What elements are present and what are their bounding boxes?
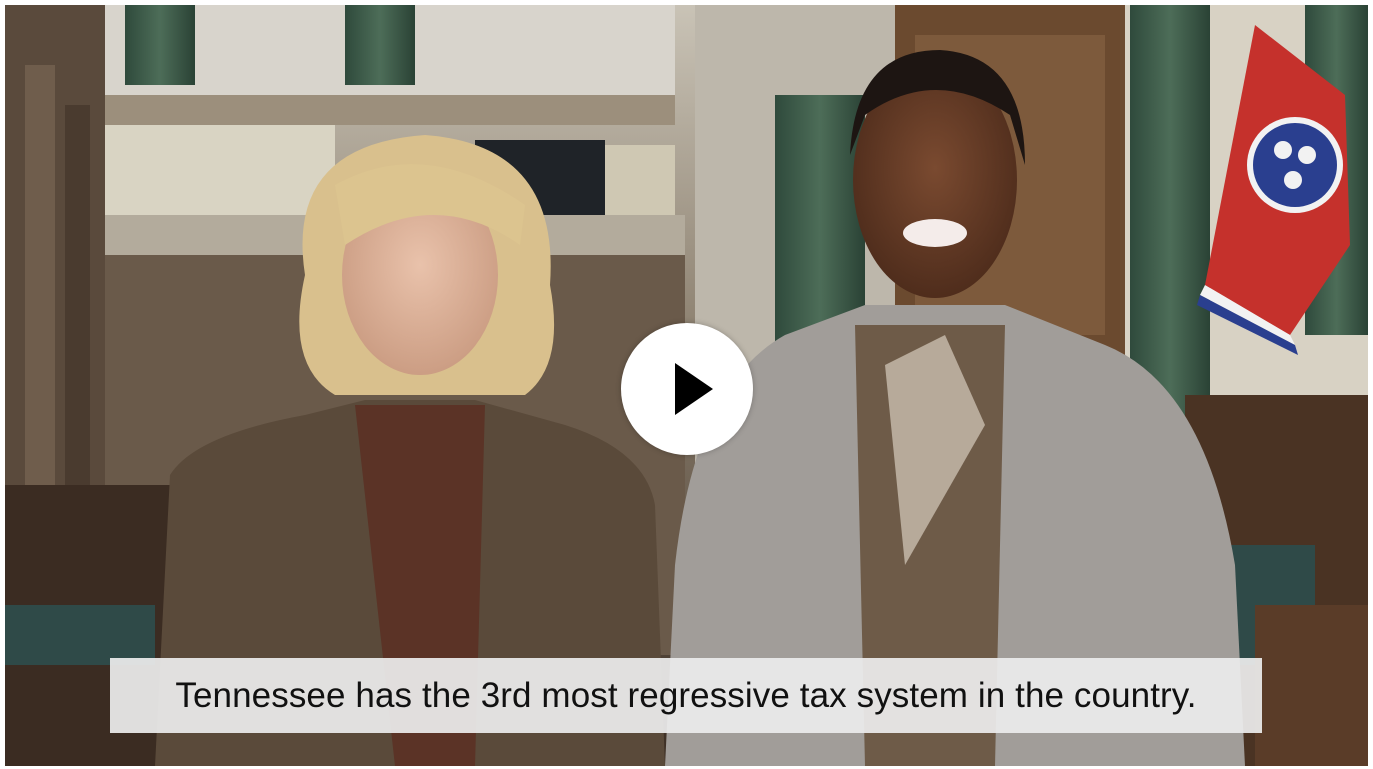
play-button[interactable] [621, 323, 753, 455]
page: Tennessee has the 3rd most regressive ta… [0, 0, 1373, 769]
play-icon [621, 323, 753, 455]
video-player: Tennessee has the 3rd most regressive ta… [5, 5, 1368, 766]
caption-text: Tennessee has the 3rd most regressive ta… [175, 676, 1196, 716]
caption-box: Tennessee has the 3rd most regressive ta… [110, 658, 1262, 733]
play-triangle [675, 363, 713, 415]
